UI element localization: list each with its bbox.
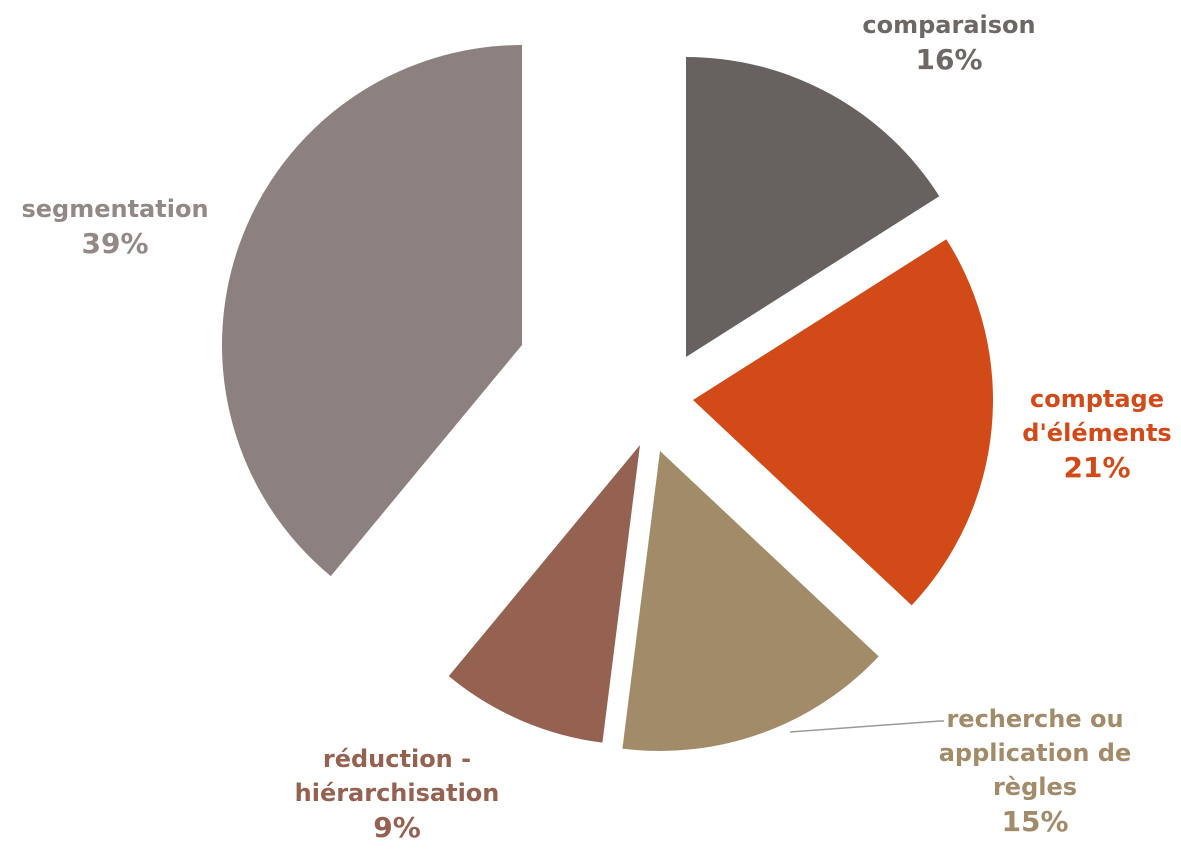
slice-labels: comparaison 16% comptage d'éléments 21% reche… xyxy=(21,11,1171,844)
slice-category-label: comparaison xyxy=(862,11,1035,39)
slice-category-label: application de xyxy=(939,739,1132,767)
slice-category-label: segmentation xyxy=(21,195,208,223)
pie-slices xyxy=(222,45,993,751)
leader-lines xyxy=(789,720,944,733)
slice-category-label: réduction - xyxy=(323,745,471,773)
slice-category-label: hiérarchisation xyxy=(295,779,500,807)
pie-slice xyxy=(222,45,522,577)
slice-value-label: 9% xyxy=(373,811,421,844)
pie-slice xyxy=(686,57,940,357)
slice-value-label: 39% xyxy=(81,227,148,260)
pie-slice xyxy=(693,239,993,606)
slice-category-label: d'éléments xyxy=(1022,419,1171,447)
pie-slice xyxy=(622,451,879,751)
slice-category-label: règles xyxy=(993,773,1077,801)
slice-value-label: 15% xyxy=(1001,805,1068,838)
slice-value-label: 16% xyxy=(915,43,982,76)
slice-category-label: recherche ou xyxy=(946,705,1123,733)
slice-value-label: 21% xyxy=(1063,451,1130,484)
pie-slice xyxy=(448,445,640,743)
slice-category-label: comptage xyxy=(1030,385,1164,413)
leader-line xyxy=(789,720,944,733)
